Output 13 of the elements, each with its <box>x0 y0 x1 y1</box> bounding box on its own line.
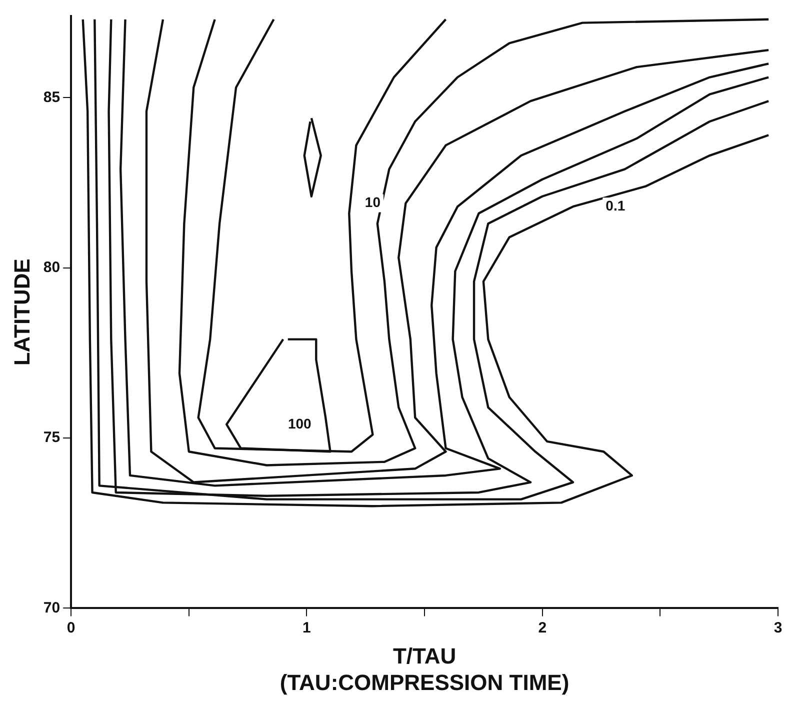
annotation: 0.1 <box>606 197 626 214</box>
y-tick-label: 80 <box>43 258 60 276</box>
y-tick-label: 75 <box>43 429 60 446</box>
x-tick-label: 1 <box>302 619 311 636</box>
x-tick-label: 0 <box>66 619 76 636</box>
x-tick-label: 3 <box>774 619 782 636</box>
x-tick-label: 2 <box>538 619 547 636</box>
annotation: 100 <box>288 415 312 432</box>
y-axis-title: LATITUDE <box>9 258 34 366</box>
y-tick-label: 85 <box>43 88 60 106</box>
y-tick-label: 70 <box>43 599 60 616</box>
annotation: 10 <box>364 194 381 210</box>
x-axis-title: T/TAU (TAU:COMPRESSION TIME) <box>280 643 570 695</box>
